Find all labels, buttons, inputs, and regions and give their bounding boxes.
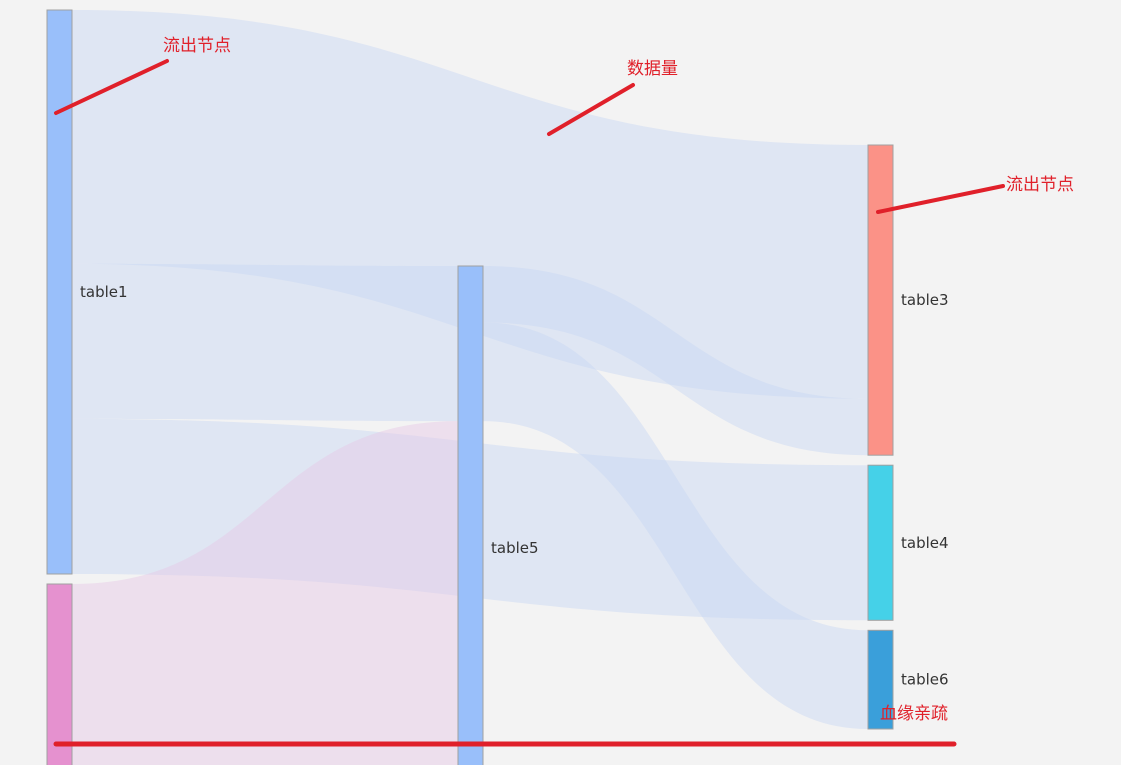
nodes-layer (46, 9, 894, 765)
link-table1-to-table3[interactable] (72, 10, 868, 399)
link-table1-to-table5[interactable] (72, 263, 458, 422)
annotation-data-volume: 数据量 (627, 59, 678, 79)
annotation-layer: 流出节点 数据量 流出节点 血缘亲疏 (53, 36, 1074, 747)
annotation-outflow-node-right: 流出节点 (1006, 175, 1074, 195)
links-layer (72, 10, 868, 765)
link-table5-to-table6[interactable] (483, 322, 868, 729)
annotation-line-data-volume (547, 83, 635, 136)
link-table2-to-table5[interactable] (72, 421, 458, 765)
node-table1[interactable] (46, 9, 73, 575)
annotation-line-outflow-left (54, 59, 169, 115)
labels-layer: table1table2table5table3table4table6 (80, 283, 949, 689)
node-label-table3: table3 (901, 291, 949, 309)
node-table6[interactable] (867, 629, 894, 730)
link-table5-to-table3[interactable] (483, 266, 868, 456)
node-label-table5: table5 (491, 539, 539, 557)
annotation-lineage-distance: 血缘亲疏 (880, 704, 948, 724)
annotation-line-outflow-right (876, 184, 1005, 214)
annotation-outflow-node-left: 流出节点 (163, 36, 231, 56)
node-table4[interactable] (867, 464, 894, 621)
node-label-table1: table1 (80, 283, 128, 301)
node-label-table4: table4 (901, 534, 949, 552)
node-label-table6: table6 (901, 671, 949, 689)
node-table5[interactable] (457, 265, 484, 765)
node-table3[interactable] (867, 144, 894, 456)
node-table2[interactable] (46, 583, 73, 765)
